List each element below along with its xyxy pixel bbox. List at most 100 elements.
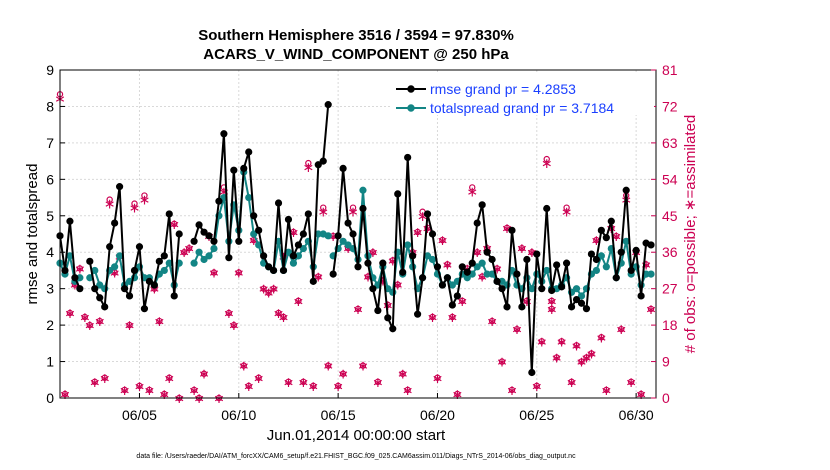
totalspread-point [96, 281, 104, 289]
rmse-point [289, 252, 298, 260]
legend-box [392, 73, 654, 115]
rmse-point [76, 285, 84, 293]
rmse-point [240, 164, 248, 172]
rmse-point [61, 266, 69, 275]
y-axis-label-left: rmse and totalspread [24, 164, 41, 305]
obs-assimilated-point: ∗ [581, 351, 593, 367]
rmse-point [448, 301, 456, 309]
obs-assimilated-point: ∗ [531, 379, 543, 395]
rmse-point [458, 263, 466, 271]
obs-assimilated-point: ∗ [640, 257, 652, 273]
obs-assimilated-point: ∗ [526, 245, 538, 261]
rmse-point [304, 210, 312, 218]
obs-possible-point [320, 204, 327, 211]
obs-possible-point [459, 297, 466, 305]
obs-assimilated-point: ∗ [427, 310, 439, 326]
obs-possible-point [558, 338, 565, 345]
rmse-point [597, 226, 605, 234]
rmse-point [538, 285, 546, 293]
obs-possible-point [200, 370, 208, 377]
rmse-point [165, 210, 173, 218]
obs-possible-point [563, 204, 570, 211]
obs-assimilated-point: ∗ [99, 371, 111, 387]
obs-assimilated-point: ∗ [104, 197, 116, 213]
obs-possible-point [121, 386, 128, 394]
rmse-point [577, 299, 586, 307]
obs-assimilated-point: ∗ [327, 229, 339, 245]
obs-assimilated-point: ∗ [163, 371, 175, 387]
obs-possible-point [359, 362, 367, 369]
totalspread-point [572, 285, 581, 293]
rmse-point [493, 277, 501, 285]
obs-assimilated-point: ∗ [491, 261, 503, 277]
obs-possible-point [578, 358, 585, 365]
obs-possible-point [235, 269, 242, 276]
rmse-point [354, 263, 362, 271]
obs-assimilated-point: ∗ [516, 241, 528, 257]
obs-assimilated-point: ∗ [600, 383, 612, 399]
rmse-point [453, 292, 461, 300]
totalspread-point [592, 266, 601, 275]
obs-possible-point [518, 244, 526, 252]
rmse-point [473, 219, 481, 227]
right-tick-label: 45 [662, 208, 678, 224]
rmse-point [523, 255, 531, 264]
totalspread-point [344, 241, 352, 249]
obs-assimilated-point: ∗ [79, 310, 91, 326]
legend-label-rmse: rmse grand pr = 4.2853 [430, 81, 576, 97]
obs-possible-point [131, 200, 138, 207]
left-tick-label: 6 [46, 171, 54, 187]
rmse-point [111, 219, 119, 227]
rmse-point [210, 237, 218, 245]
obs-assimilated-point: ∗ [417, 209, 429, 225]
obs-assimilated-point: ∗ [576, 355, 588, 371]
rmse-point [220, 130, 228, 138]
obs-possible-point [538, 338, 545, 345]
x-axis-ticks: 06/05 06/10 06/15 06/20 06/25 06/30 [122, 393, 654, 423]
obs-assimilated-point: ∗ [615, 322, 627, 338]
rmse-point [612, 274, 620, 282]
obs-possible-point [126, 321, 133, 329]
obs-assimilated-point: ∗ [134, 379, 146, 395]
obs-possible-point [339, 370, 347, 377]
obs-assimilated-point: ∗ [432, 371, 444, 387]
obs-assimilated-point: ∗ [258, 282, 270, 298]
obs-possible-point [101, 374, 108, 381]
rmse-point [364, 259, 372, 267]
obs-assimilated-point: ∗ [158, 387, 170, 403]
obs-possible-point [66, 309, 74, 317]
rmse-point [66, 217, 74, 225]
obs-possible-point [240, 362, 247, 369]
obs-possible-point [146, 386, 153, 394]
rmse-point [200, 228, 208, 236]
totalspread-point [205, 252, 213, 260]
obs-assimilated-point: ∗ [218, 184, 230, 200]
obs-possible-point [439, 236, 446, 244]
obs-possible-point [185, 244, 193, 252]
obs-assimilated-point: ∗ [312, 270, 324, 286]
obs-assimilated-point: ∗ [248, 233, 260, 249]
obs-possible-point [295, 297, 302, 305]
rmse-point [483, 248, 491, 256]
rmse-point [130, 266, 139, 275]
obs-assimilated-point: ∗ [446, 310, 458, 326]
obs-possible-point [285, 378, 292, 386]
rmse-point [245, 148, 253, 156]
rmse-point [394, 190, 402, 198]
rmse-point [498, 285, 506, 293]
rmse-point [572, 296, 581, 304]
totalspread-point [602, 263, 610, 271]
rmse-point [106, 243, 114, 251]
obs-assimilated-point: ∗ [84, 318, 96, 334]
rmse-point [463, 268, 471, 276]
obs-possible-point [61, 390, 69, 398]
rmse-point [369, 285, 377, 293]
obs-possible-point [603, 386, 610, 394]
rmse-point [274, 199, 283, 207]
totalspread-point [404, 241, 412, 249]
obs-possible-point [548, 297, 555, 305]
obs-assimilated-point: ∗ [178, 245, 190, 261]
obs-possible-point [568, 378, 575, 386]
obs-assimilated-point: ∗ [59, 387, 71, 403]
